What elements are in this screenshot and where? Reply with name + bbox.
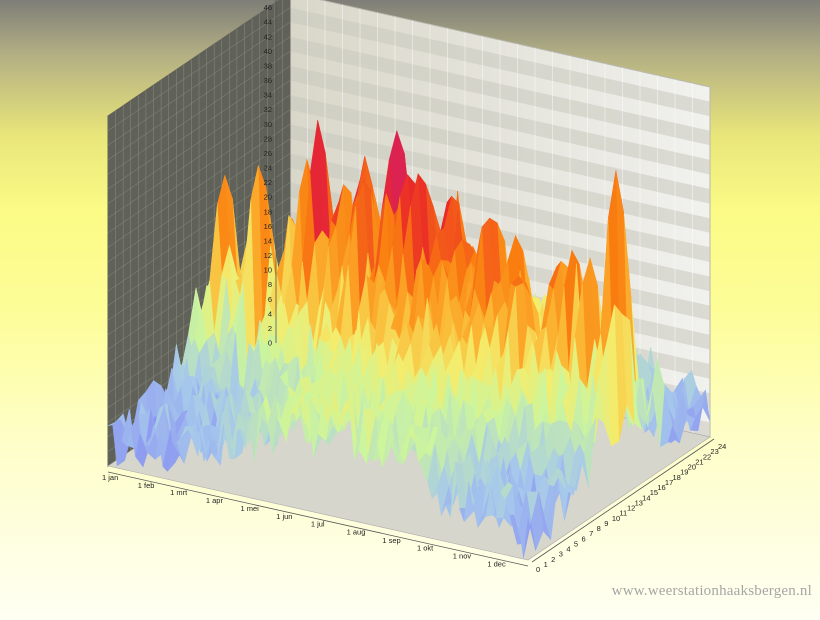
- z-tick-label: 8: [268, 280, 272, 289]
- x-axis-line: [107, 471, 529, 567]
- y-tick-label: 14: [642, 493, 650, 502]
- z-tick-label: 34: [264, 91, 272, 100]
- y-tick-label: 20: [688, 463, 696, 472]
- z-tick-label: 2: [268, 324, 272, 333]
- z-tick-label: 28: [264, 134, 272, 143]
- y-tick-label: 13: [635, 498, 643, 507]
- z-tick-label: 20: [264, 193, 272, 202]
- axes: 0246810121416182022242628303234363840424…: [102, 0, 726, 574]
- y-tick-label: 7: [589, 529, 593, 538]
- x-tick-label: 1 mrt: [170, 488, 188, 497]
- x-tick-label: 1 jun: [276, 512, 292, 521]
- y-tick-label: 8: [597, 524, 601, 533]
- y-tick-label: 9: [604, 519, 608, 528]
- y-tick-label: 1: [544, 560, 548, 569]
- z-tick-label: 18: [264, 207, 272, 216]
- z-tick-label: 0: [268, 339, 272, 348]
- y-tick-label: 21: [695, 457, 703, 466]
- z-tick-label: 14: [264, 236, 272, 245]
- y-axis-line: [531, 438, 715, 563]
- z-tick-label: 4: [268, 309, 272, 318]
- z-tick-label: 6: [268, 295, 272, 304]
- z-tick-label: 46: [264, 3, 272, 12]
- x-tick-label: 1 apr: [206, 496, 224, 505]
- z-tick-label: 42: [264, 32, 272, 41]
- surface: [107, 120, 711, 558]
- y-tick-label: 23: [710, 447, 718, 456]
- x-tick-label: 1 okt: [417, 544, 434, 553]
- z-tick-label: 24: [264, 164, 272, 173]
- z-tick-label: 22: [264, 178, 272, 187]
- y-tick-label: 24: [718, 442, 726, 451]
- watermark: www.weerstationhaaksbergen.nl: [611, 583, 812, 599]
- y-tick-label: 2: [551, 555, 555, 564]
- y-tick-label: 5: [574, 539, 578, 548]
- z-tick-label: 40: [264, 47, 272, 56]
- z-tick-label: 30: [264, 120, 272, 129]
- z-tick-label: 16: [264, 222, 272, 231]
- y-tick-label: 17: [665, 478, 673, 487]
- y-tick-label: 0: [536, 565, 540, 574]
- y-tick-label: 19: [680, 468, 688, 477]
- y-tick-label: 18: [673, 473, 681, 482]
- z-tick-label: 44: [264, 18, 272, 27]
- x-tick-label: 1 feb: [138, 481, 155, 490]
- y-tick-label: 11: [619, 509, 627, 518]
- z-tick-label: 10: [264, 266, 272, 275]
- z-tick-label: 36: [264, 76, 272, 85]
- x-tick-label: 1 nov: [453, 552, 472, 561]
- y-tick-label: 4: [566, 545, 570, 554]
- y-tick-label: 22: [703, 452, 711, 461]
- y-tick-label: 15: [650, 488, 658, 497]
- z-tick-label: 32: [264, 105, 272, 114]
- y-tick-label: 16: [657, 483, 665, 492]
- z-tick-label: 26: [264, 149, 272, 158]
- x-tick-label: 1 mei: [240, 504, 259, 513]
- y-tick-label: 6: [582, 534, 586, 543]
- surface-cell: [523, 518, 536, 558]
- x-tick-label: 1 dec: [487, 559, 506, 568]
- y-tick-label: 12: [627, 504, 635, 513]
- x-tick-label: 1 jul: [311, 520, 325, 529]
- x-tick-label: 1 aug: [347, 528, 366, 537]
- x-tick-label: 1 jan: [102, 473, 118, 482]
- y-tick-label: 3: [559, 550, 563, 559]
- z-tick-label: 12: [264, 251, 272, 260]
- x-tick-label: 1 sep: [382, 536, 400, 545]
- y-tick-label: 10: [612, 514, 620, 523]
- z-tick-label: 38: [264, 61, 272, 70]
